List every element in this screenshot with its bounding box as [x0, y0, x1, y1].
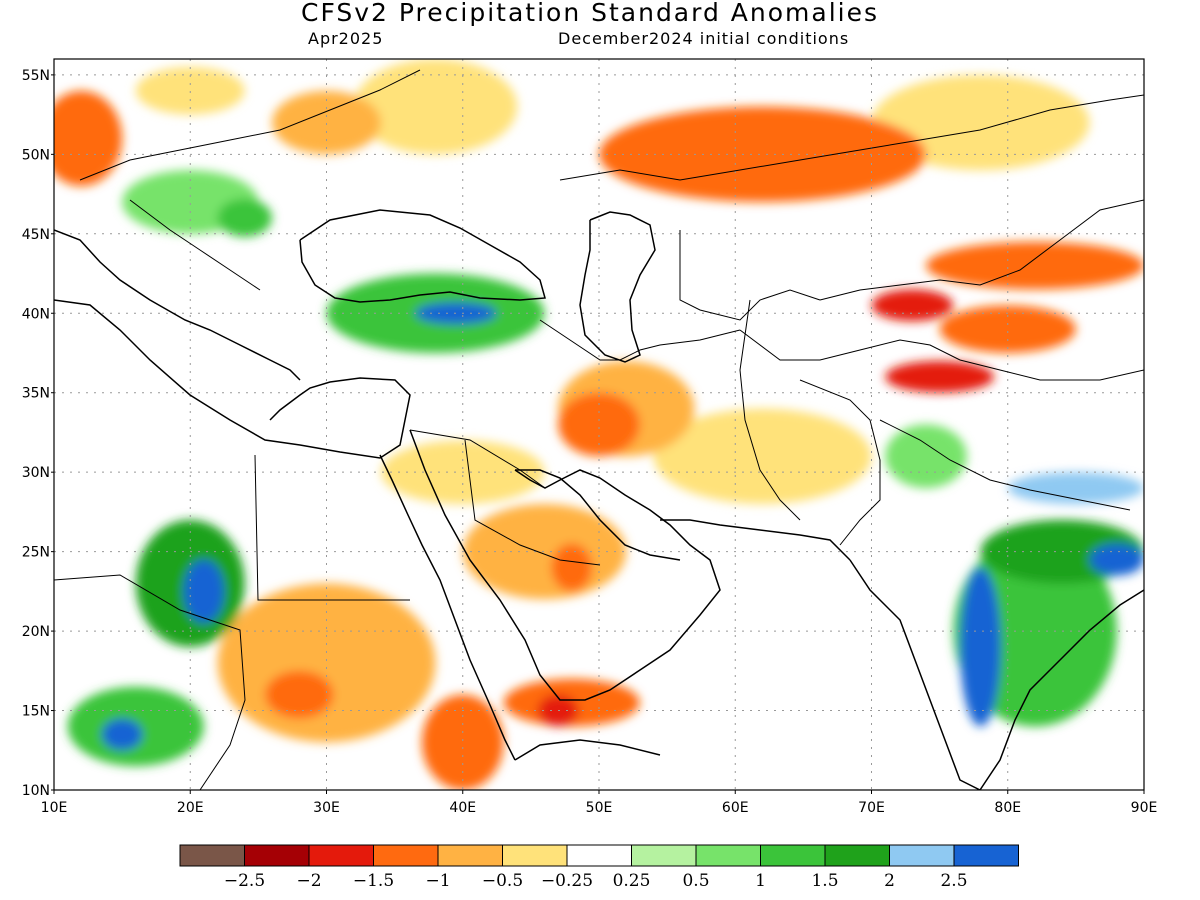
mediterranean-coast — [54, 299, 411, 459]
anomaly-region — [1089, 543, 1144, 576]
colorbar-swatch — [179, 844, 245, 867]
anomaly-region — [183, 559, 225, 624]
colorbar-label: 1 — [755, 871, 766, 891]
colorbar-swatch — [437, 844, 503, 867]
forecast-month: Apr2025 — [308, 29, 384, 48]
anomaly-region — [101, 718, 143, 751]
colorbar-label: 2.5 — [940, 871, 967, 891]
lat-tick-label: 45N — [22, 227, 50, 243]
india-coast — [849, 559, 1144, 790]
axis-ticks: 10N 15N 20N 25N 30N 35N 40N 45N 50N 55N 10E 20E 30E 4… — [22, 68, 1158, 816]
map-title: CFSv2 Precipitation Standard Anomalies — [300, 0, 879, 27]
anomaly-region — [926, 241, 1144, 290]
borders — [54, 69, 1144, 790]
africa-horn-coast — [514, 739, 661, 761]
anomaly-region — [885, 424, 967, 489]
colorbar-swatch — [889, 844, 955, 867]
colorbar-label: 0.25 — [613, 871, 651, 891]
red-sea-coast — [379, 454, 516, 761]
colorbar-label: 0.5 — [682, 871, 709, 891]
lon-tick-label: 90E — [1131, 800, 1158, 816]
anomaly-region — [272, 90, 381, 155]
lat-tick-label: 50N — [22, 147, 50, 163]
lon-tick-label: 30E — [313, 800, 340, 816]
lat-tick-label: 35N — [22, 386, 50, 402]
anomaly-region — [353, 59, 518, 155]
lon-tick-label: 80E — [994, 800, 1021, 816]
arabia-coast — [409, 429, 721, 701]
lon-tick-label: 70E — [858, 800, 885, 816]
colorbar-swatch — [244, 844, 310, 867]
anomaly-region — [871, 74, 1090, 171]
lat-tick-label: 10N — [22, 783, 50, 799]
lat-tick-label: 15N — [22, 704, 50, 720]
lat-tick-label: 25N — [22, 545, 50, 561]
colorbar-swatch — [502, 844, 568, 867]
colorbar-swatch — [631, 844, 697, 867]
gridlines — [54, 59, 1144, 790]
colorbar-swatch — [824, 844, 890, 867]
anomaly-region — [939, 305, 1076, 353]
anomaly-region — [871, 289, 954, 322]
initial-conditions: December2024 initial conditions — [558, 29, 850, 48]
colorbar-label: 1.5 — [811, 871, 838, 891]
colorbar: −2.5 −2 −1.5 −1 −0.5 −0.25 0.25 0.5 1 1.5 2 2.5 — [179, 844, 1019, 891]
plot-area — [54, 59, 1144, 790]
anomaly-region — [599, 106, 926, 203]
coastlines — [54, 209, 1144, 790]
caspian-sea-coast — [579, 211, 656, 363]
lon-tick-label: 10E — [41, 800, 68, 816]
colorbar-label: −0.25 — [541, 871, 593, 891]
colorbar-label: −2.5 — [224, 871, 265, 891]
colorbar-swatch — [953, 844, 1019, 867]
anomaly-region — [421, 694, 504, 790]
lon-tick-label: 40E — [449, 800, 476, 816]
anomaly-region — [653, 408, 872, 504]
anomaly-region — [217, 583, 436, 743]
colorbar-swatch — [760, 844, 826, 867]
colorbar-label: −1.5 — [353, 871, 394, 891]
anomaly-region — [885, 360, 995, 393]
anomaly-region — [960, 567, 1001, 727]
lat-tick-label: 30N — [22, 465, 50, 481]
lat-tick-label: 55N — [22, 68, 50, 84]
anomaly-region — [1007, 472, 1144, 504]
lat-tick-label: 20N — [22, 624, 50, 640]
anomaly-region — [217, 198, 272, 237]
colorbar-swatch — [695, 844, 761, 867]
anomaly-region — [54, 90, 123, 187]
europe-coast — [54, 229, 301, 381]
lon-tick-label: 50E — [586, 800, 613, 816]
colorbar-label: −2 — [296, 871, 321, 891]
anomaly-region — [551, 543, 593, 592]
anomaly-fields — [54, 59, 1144, 790]
colorbar-swatch — [566, 844, 632, 867]
black-sea-coast — [299, 209, 546, 303]
gulf-coast — [515, 469, 681, 561]
colorbar-label: 2 — [884, 871, 895, 891]
colorbar-label: −0.5 — [482, 871, 523, 891]
anomaly-region — [135, 66, 245, 115]
colorbar-swatch — [373, 844, 439, 867]
anomaly-region — [265, 670, 334, 719]
lat-tick-label: 40N — [22, 306, 50, 322]
iran-pakistan-coast — [660, 519, 851, 561]
colorbar-swatch — [308, 844, 374, 867]
lon-tick-label: 60E — [722, 800, 749, 816]
colorbar-label: −1 — [425, 871, 450, 891]
lon-tick-label: 20E — [177, 800, 204, 816]
anomaly-region — [558, 392, 640, 457]
